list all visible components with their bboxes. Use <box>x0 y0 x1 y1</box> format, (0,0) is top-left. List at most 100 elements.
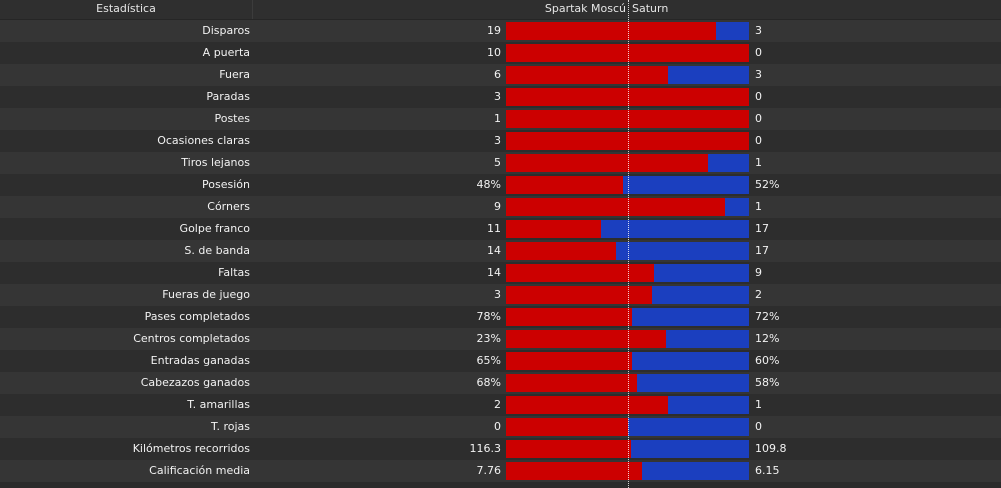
stat-row: Golpe franco 11 17 <box>0 218 1001 240</box>
home-value: 78% <box>476 310 501 323</box>
home-bar-segment <box>506 374 638 392</box>
comparison-bar <box>506 308 749 326</box>
away-value: 0 <box>755 90 762 103</box>
stat-label: Córners <box>207 200 250 213</box>
away-value: 1 <box>755 156 762 169</box>
comparison-bar <box>506 330 749 348</box>
stat-label: Tiros lejanos <box>181 156 250 169</box>
stat-label: Kilómetros recorridos <box>132 442 250 455</box>
away-value: 17 <box>755 244 769 257</box>
comparison-bar <box>506 88 749 106</box>
comparison-bar <box>506 462 749 480</box>
comparison-bar <box>506 110 749 128</box>
comparison-bar <box>506 286 749 304</box>
away-value: 3 <box>755 68 762 81</box>
stat-row: Faltas 14 9 <box>0 262 1001 284</box>
stat-label: Pases completados <box>144 310 250 323</box>
comparison-bar <box>506 132 749 150</box>
away-bar-segment <box>641 462 749 480</box>
column-header-statistic[interactable]: Estadística <box>0 0 253 19</box>
home-value: 9 <box>494 200 501 213</box>
stat-row: Córners 9 1 <box>0 196 1001 218</box>
home-bar-segment <box>506 418 628 436</box>
home-bar-segment <box>506 242 616 260</box>
home-bar-segment <box>506 440 631 458</box>
home-bar-segment <box>506 88 749 106</box>
home-bar-segment <box>506 352 633 370</box>
comparison-bar <box>506 440 749 458</box>
away-bar-segment <box>668 396 749 414</box>
away-value: 17 <box>755 222 769 235</box>
away-bar-segment <box>668 66 749 84</box>
stat-label: Posesión <box>202 178 250 191</box>
stat-label: Calificación media <box>149 464 250 477</box>
away-bar-segment <box>637 374 749 392</box>
comparison-bar <box>506 220 749 238</box>
comparison-bar <box>506 374 749 392</box>
home-bar-segment <box>506 44 749 62</box>
away-value: 0 <box>755 420 762 433</box>
away-bar-segment <box>632 352 749 370</box>
home-value: 2 <box>494 398 501 411</box>
away-value: 60% <box>755 354 780 367</box>
away-value: 58% <box>755 376 780 389</box>
away-value: 12% <box>755 332 780 345</box>
stat-row: Calificación media 7.76 6.15 <box>0 460 1001 482</box>
home-bar-segment <box>506 264 654 282</box>
away-value: 3 <box>755 24 762 37</box>
home-value: 5 <box>494 156 501 169</box>
stat-row: T. amarillas 2 1 <box>0 394 1001 416</box>
home-bar-segment <box>506 308 633 326</box>
stat-row: Kilómetros recorridos 116.3 109.8 <box>0 438 1001 460</box>
away-bar-segment <box>653 264 749 282</box>
away-bar-segment <box>630 440 749 458</box>
away-bar-segment <box>622 176 749 194</box>
stat-row: A puerta 10 0 <box>0 42 1001 64</box>
away-value: 1 <box>755 200 762 213</box>
comparison-bar <box>506 198 749 216</box>
comparison-bar <box>506 66 749 84</box>
stat-row: Postes 1 0 <box>0 108 1001 130</box>
away-bar-segment <box>601 220 749 238</box>
home-value: 3 <box>494 134 501 147</box>
stat-label: Centros completados <box>133 332 250 345</box>
away-bar-segment <box>715 22 749 40</box>
stat-row: S. de banda 14 17 <box>0 240 1001 262</box>
home-bar-segment <box>506 462 642 480</box>
away-value: 0 <box>755 46 762 59</box>
home-value: 3 <box>494 90 501 103</box>
away-value: 109.8 <box>755 442 787 455</box>
home-value: 6 <box>494 68 501 81</box>
stat-label: Fueras de juego <box>162 288 250 301</box>
home-value: 65% <box>476 354 501 367</box>
away-bar-segment <box>651 286 749 304</box>
away-bar-segment <box>665 330 749 348</box>
home-value: 14 <box>487 266 501 279</box>
home-bar-segment <box>506 110 749 128</box>
home-bar-segment <box>506 176 623 194</box>
home-bar-segment <box>506 22 716 40</box>
home-bar-segment <box>506 330 666 348</box>
stat-row: Fueras de juego 3 2 <box>0 284 1001 306</box>
stats-table: Disparos 19 3 A puerta 10 0 Fuera 6 3 Paradas 3 0 Po… <box>0 20 1001 482</box>
home-bar-segment <box>506 286 652 304</box>
stat-label: T. rojas <box>211 420 250 433</box>
stat-label: Fuera <box>219 68 250 81</box>
comparison-bar <box>506 22 749 40</box>
home-team-name: Spartak Moscú <box>544 2 626 15</box>
stat-label: Ocasiones claras <box>157 134 250 147</box>
stat-label: Cabezazos ganados <box>140 376 250 389</box>
stat-row: Fuera 6 3 <box>0 64 1001 86</box>
home-value: 116.3 <box>469 442 502 455</box>
home-value: 3 <box>494 288 501 301</box>
comparison-bar <box>506 418 749 436</box>
home-value: 23% <box>476 332 501 345</box>
stat-label: Disparos <box>202 24 250 37</box>
away-value: 1 <box>755 398 762 411</box>
stat-row: Tiros lejanos 5 1 <box>0 152 1001 174</box>
away-value: 0 <box>755 134 762 147</box>
stat-row: Centros completados 23% 12% <box>0 328 1001 350</box>
home-value: 48% <box>476 178 501 191</box>
stat-label: Postes <box>214 112 250 125</box>
stat-row: Pases completados 78% 72% <box>0 306 1001 328</box>
